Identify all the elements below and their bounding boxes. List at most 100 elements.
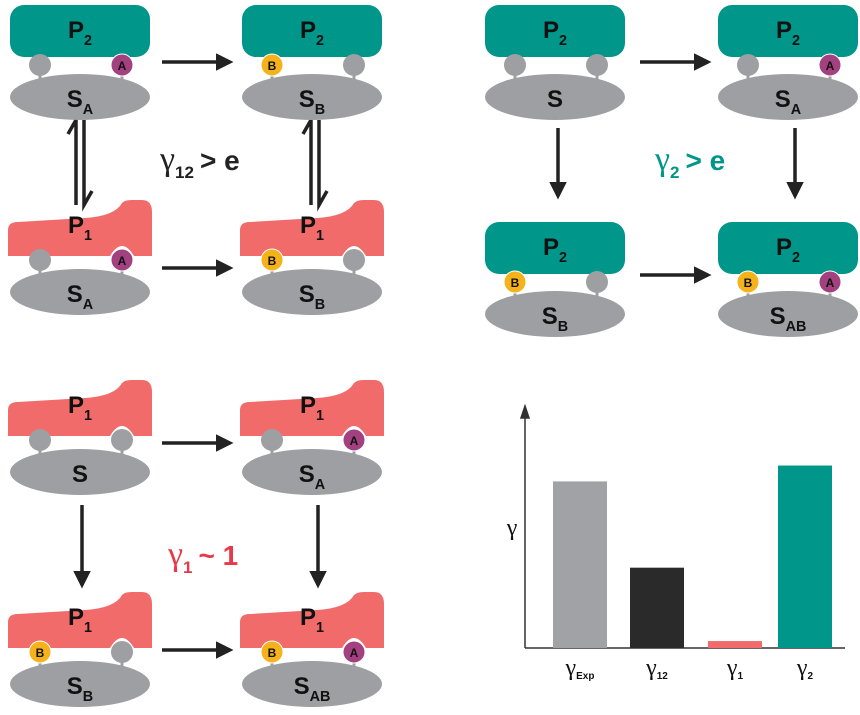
protein-label-main: P (543, 234, 559, 261)
protein-label-main: P (300, 212, 316, 239)
site (343, 249, 365, 271)
protein-label-main: P (300, 604, 316, 631)
panel-label: γ12 > e (159, 141, 240, 182)
protein-label-main: P (300, 17, 316, 44)
bar (708, 641, 762, 648)
site (29, 429, 51, 451)
x-tick-sub: 2 (808, 671, 814, 682)
site (343, 54, 365, 76)
protein-label-sub: 2 (792, 33, 800, 49)
bar (778, 466, 832, 648)
substrate-label-main: S (299, 461, 315, 488)
protein-label-sub: 1 (84, 228, 92, 244)
x-tick-main: γ (645, 655, 657, 681)
substrate-label-sub: B (558, 319, 568, 335)
site (111, 641, 133, 663)
relation: > e (200, 145, 240, 176)
substrate-label-sub: AB (786, 319, 807, 335)
gamma-sub: 1 (183, 558, 192, 577)
site (111, 429, 133, 451)
site-label: B (268, 646, 277, 660)
substrate-label: S (547, 86, 563, 113)
protein-label-sub: 2 (559, 250, 567, 266)
site-label: A (118, 254, 127, 268)
site (29, 249, 51, 271)
site-label: A (350, 646, 359, 660)
substrate-label-main: S (542, 303, 558, 330)
gamma: γ (159, 141, 175, 178)
protein-label-main: P (68, 17, 84, 44)
panel-label: γ2 > e (654, 141, 725, 182)
site (586, 271, 608, 293)
relation: > e (686, 145, 726, 176)
site (29, 54, 51, 76)
site (586, 54, 608, 76)
protein-label-main: P (543, 17, 559, 44)
protein-label-sub: 1 (316, 408, 324, 424)
site-label: B (268, 254, 277, 268)
protein-label-sub: 2 (316, 33, 324, 49)
site-label: B (36, 646, 45, 660)
substrate-label-sub: A (83, 297, 94, 313)
x-tick-label: γ2 (796, 655, 814, 682)
site-label: A (826, 59, 835, 73)
protein-label-main: P (68, 212, 84, 239)
substrate-label-sub: B (315, 297, 325, 313)
x-tick-label: γ1 (726, 655, 744, 682)
x-tick-main: γ (565, 655, 577, 681)
site (261, 429, 283, 451)
substrate-label-sub: A (315, 477, 326, 493)
gamma-sub: 12 (175, 163, 194, 182)
x-tick-main: γ (796, 655, 808, 681)
x-tick-sub: 12 (657, 671, 669, 682)
substrate-label-main: S (294, 673, 310, 700)
substrate-label: S (72, 461, 88, 488)
substrate-label-sub: A (791, 102, 802, 118)
substrate-label-main: S (299, 281, 315, 308)
substrate-label-main: S (67, 86, 83, 113)
x-tick-label: γExp (565, 655, 595, 682)
protein-label-sub: 2 (792, 250, 800, 266)
substrate-label-sub: B (315, 102, 325, 118)
substrate-label-main: S (770, 303, 786, 330)
gamma: γ (167, 536, 183, 573)
substrate-label-main: S (547, 86, 563, 113)
protein-label-sub: 1 (316, 228, 324, 244)
protein-label-sub: 2 (559, 33, 567, 49)
site (504, 54, 526, 76)
substrate-label-main: S (72, 461, 88, 488)
protein-label-sub: 1 (84, 620, 92, 636)
site (737, 54, 759, 76)
bar (630, 568, 684, 648)
x-tick-sub: 1 (738, 671, 744, 682)
substrate-label-sub: AB (310, 689, 331, 705)
gamma-sub: 2 (670, 163, 679, 182)
substrate-label-sub: A (83, 102, 94, 118)
protein-label-sub: 1 (316, 620, 324, 636)
substrate-label-main: S (775, 86, 791, 113)
substrate-label-main: S (299, 86, 315, 113)
relation: ~ 1 (199, 540, 239, 571)
site-label: A (826, 276, 835, 290)
bar (553, 481, 607, 648)
protein-label-sub: 1 (84, 408, 92, 424)
protein-label-main: P (776, 234, 792, 261)
y-axis-label: γ (506, 515, 518, 541)
substrate-label-main: S (67, 673, 83, 700)
panel-label: γ1 ~ 1 (167, 536, 238, 577)
site-label: A (118, 59, 127, 73)
x-tick-main: γ (726, 655, 738, 681)
substrate-label-sub: B (83, 689, 93, 705)
x-tick-label: γ12 (645, 655, 668, 682)
substrate-label-main: S (67, 281, 83, 308)
gamma: γ (654, 141, 670, 178)
protein-label-main: P (776, 17, 792, 44)
protein-label-main: P (68, 604, 84, 631)
protein-label-main: P (300, 392, 316, 419)
protein-label-sub: 2 (84, 33, 92, 49)
figure: AP2SABP2SBAP1SABP1SBγ12> eP2SAP2SABP2SBB… (0, 0, 860, 715)
protein-label-main: P (68, 392, 84, 419)
site-label: B (744, 276, 753, 290)
site-label: B (268, 59, 277, 73)
site-label: B (511, 276, 520, 290)
